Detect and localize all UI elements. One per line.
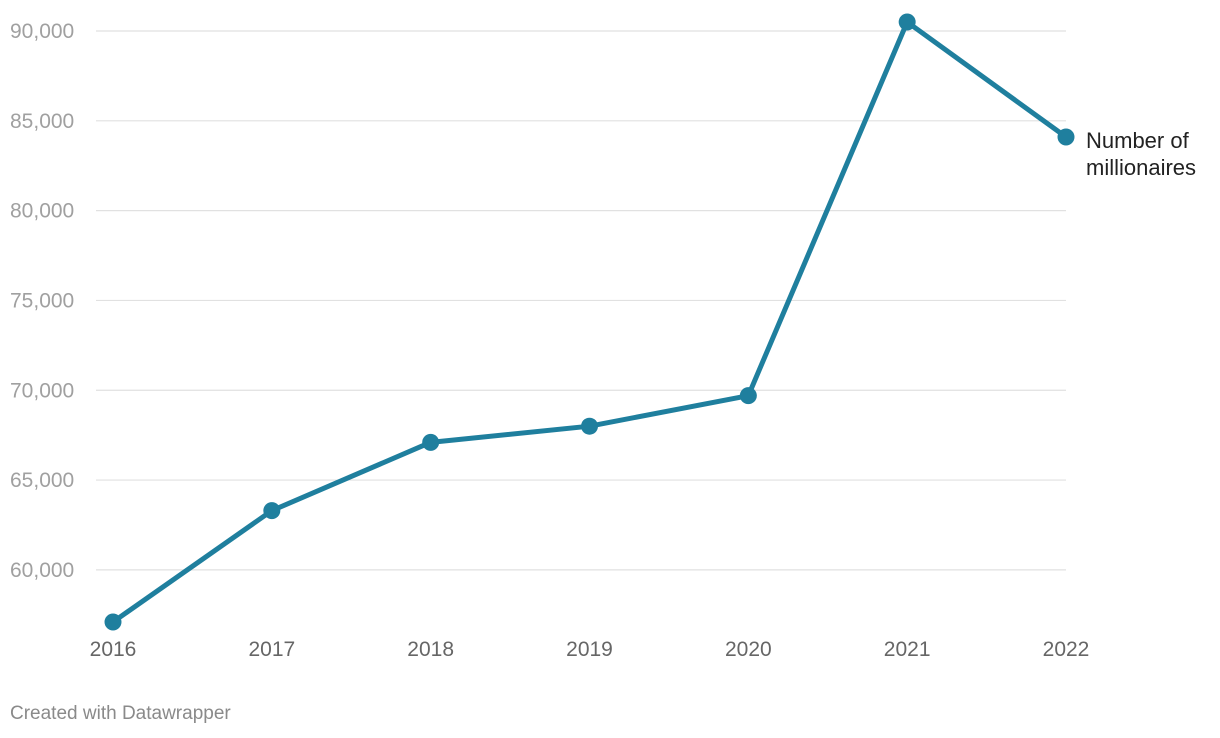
y-tick-label: 85,000 bbox=[10, 110, 74, 133]
series-line bbox=[110, 19, 1069, 625]
y-tick-label: 60,000 bbox=[10, 559, 74, 582]
series-label-line: Number of bbox=[1086, 128, 1190, 153]
y-tick-label: 70,000 bbox=[10, 379, 74, 402]
data-point bbox=[263, 502, 281, 520]
x-tick-label: 2019 bbox=[566, 638, 613, 661]
data-point bbox=[581, 417, 598, 435]
x-tick-label: 2016 bbox=[90, 638, 137, 661]
data-point bbox=[104, 613, 122, 631]
y-tick-label: 75,000 bbox=[10, 289, 74, 312]
y-axis-labels: 60,000 65,000 70,000 75,000 80,000 85,000 90,0… bbox=[10, 20, 74, 582]
series-layer bbox=[110, 19, 1069, 625]
series-label-line: millionaires bbox=[1086, 155, 1196, 180]
x-tick-label: 2018 bbox=[407, 638, 454, 661]
x-tick-label: 2020 bbox=[725, 638, 772, 661]
y-tick-label: 90,000 bbox=[10, 20, 74, 43]
data-point bbox=[1057, 128, 1075, 146]
gridlines bbox=[96, 30, 1066, 571]
credit-footer: Created with Datawrapper bbox=[10, 703, 231, 724]
data-point bbox=[898, 13, 916, 31]
x-axis-labels: 2016 2017 2018 2019 2020 2021 2022 bbox=[90, 638, 1090, 661]
x-tick-label: 2022 bbox=[1043, 638, 1090, 661]
data-point bbox=[422, 433, 440, 451]
x-tick-label: 2017 bbox=[248, 638, 295, 661]
y-tick-label: 80,000 bbox=[10, 200, 74, 223]
data-point bbox=[739, 387, 757, 405]
data-points bbox=[104, 13, 1075, 631]
x-tick-label: 2021 bbox=[884, 638, 931, 661]
y-tick-label: 65,000 bbox=[10, 469, 74, 492]
